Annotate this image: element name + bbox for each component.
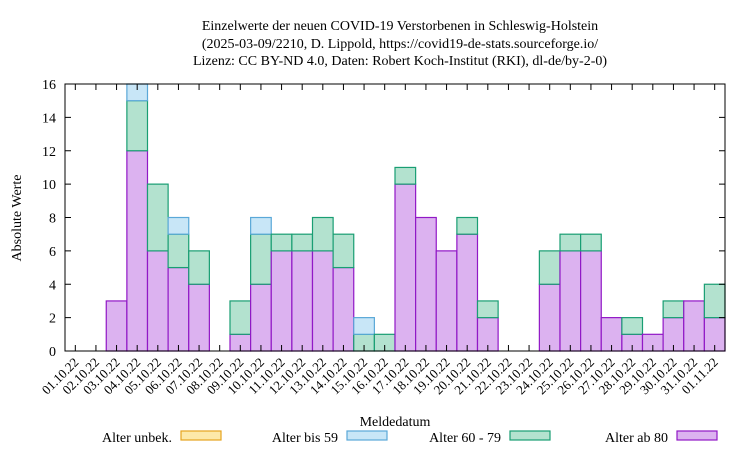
- legend-label: Alter unbek.: [102, 431, 172, 446]
- legend-swatch: [346, 430, 388, 441]
- bar-segment: [270, 233, 293, 252]
- bar-segment: [621, 317, 644, 335]
- bar-segment: [415, 216, 437, 352]
- y-tick-label: 0: [49, 345, 56, 360]
- bar-segment: [188, 283, 210, 352]
- bar-segment: [580, 250, 602, 352]
- bar-segment: [538, 283, 561, 352]
- bar-segment: [146, 250, 169, 352]
- y-tick-label: 4: [49, 278, 56, 293]
- y-tick-label: 6: [49, 245, 56, 260]
- y-tick-label: 12: [42, 145, 56, 160]
- bar-segment: [538, 250, 561, 285]
- bar-segment: [167, 216, 190, 235]
- bar-segment: [250, 283, 272, 352]
- bar-segment: [250, 233, 272, 285]
- title-line-1: Einzelwerte der neuen COVID-19 Verstorbe…: [202, 19, 598, 34]
- bar-segment: [332, 233, 355, 269]
- bar-segment: [580, 233, 602, 252]
- bar-segment: [229, 300, 252, 335]
- bar-segment: [188, 250, 210, 285]
- bar-segment: [146, 183, 169, 252]
- title-line-3: Lizenz: CC BY-ND 4.0, Daten: Robert Koch…: [193, 54, 607, 69]
- bar-segment: [559, 250, 582, 352]
- bar-segment: [456, 216, 479, 235]
- bar-segment: [394, 183, 417, 352]
- bar-segment: [291, 233, 314, 252]
- bar-segment: [126, 100, 149, 152]
- legend: Alter unbek. Alter bis 59 Alter 60 - 79 Alt…: [102, 430, 718, 446]
- bar-segment: [662, 300, 685, 319]
- bar-segment: [167, 266, 190, 352]
- y-tick-label: 10: [42, 178, 56, 193]
- y-axis: 0 2 4 6 8 10 12 14 16: [42, 78, 725, 360]
- bar-segment: [683, 300, 705, 352]
- bar-segment: [559, 233, 582, 252]
- x-axis-title: Meldedatum: [360, 415, 431, 430]
- y-tick-label: 8: [49, 212, 56, 227]
- bar-segment: [353, 317, 375, 335]
- bar-segment: [126, 150, 149, 352]
- bar-segment: [270, 250, 293, 352]
- bar-segment: [311, 250, 334, 352]
- bar-segment: [291, 250, 314, 352]
- title-line-2: (2025-03-09/2210, D. Lippold, https://co…: [202, 37, 598, 52]
- y-tick-label: 16: [42, 78, 56, 93]
- legend-label: Alter ab 80: [605, 431, 668, 446]
- bar-segment: [332, 266, 355, 352]
- bar-segment: [105, 300, 128, 352]
- y-tick-label: 14: [42, 111, 56, 126]
- legend-swatch: [509, 430, 551, 441]
- bar-segment: [476, 300, 499, 319]
- legend-label: Alter bis 59: [272, 431, 338, 446]
- legend-label: Alter 60 - 79: [429, 431, 501, 446]
- bar-segment: [703, 283, 726, 319]
- bar-segment: [167, 233, 190, 269]
- bar-segment: [394, 166, 417, 185]
- chart-title: Einzelwerte der neuen COVID-19 Verstorbe…: [193, 19, 607, 69]
- y-axis-title: Absolute Werte: [10, 175, 25, 262]
- bar-segment: [435, 250, 458, 352]
- legend-swatch: [180, 430, 222, 441]
- y-tick-label: 2: [49, 312, 56, 327]
- bar-segment: [456, 233, 479, 352]
- bar-segment: [250, 216, 272, 235]
- legend-swatch: [676, 430, 718, 441]
- bar-segment: [311, 216, 334, 252]
- bars-group: [105, 83, 726, 352]
